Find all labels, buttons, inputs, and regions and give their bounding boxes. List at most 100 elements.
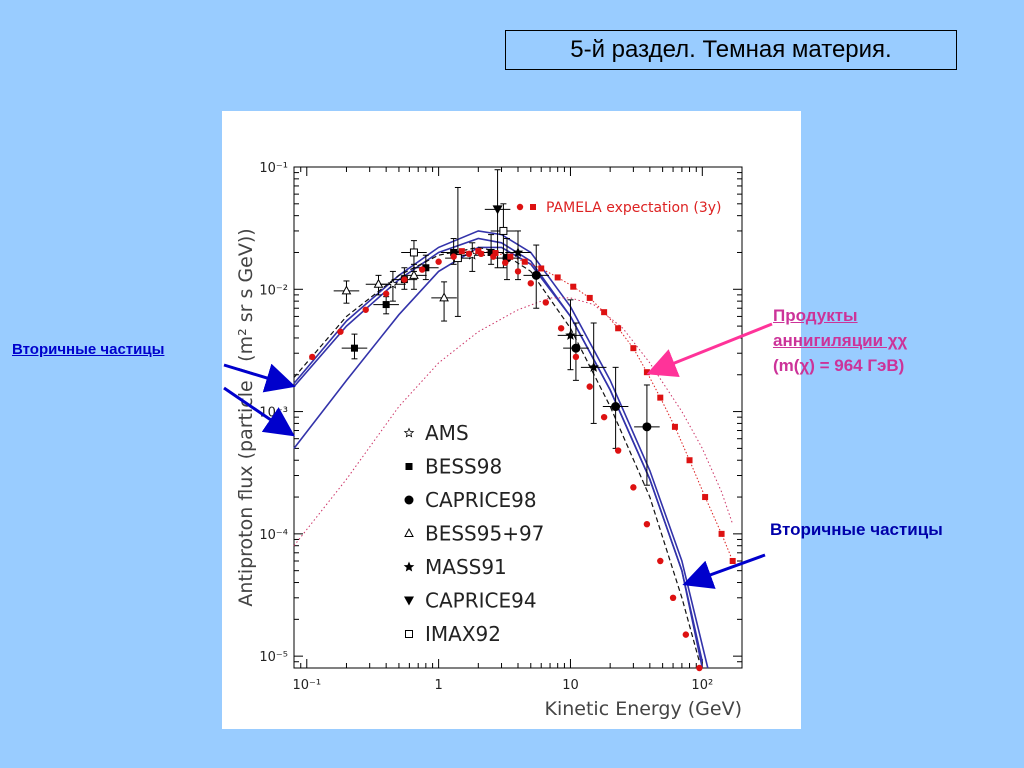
point-pamela-expectation-3y-secondary <box>557 325 565 332</box>
point-imax92 <box>409 248 418 257</box>
point-caprice98 <box>642 422 652 432</box>
secondary-particles-label-left: Вторичные частицы <box>12 341 165 358</box>
annihilation-label-line2: аннигиляции χχ <box>773 331 908 350</box>
point-pamela-expectation-3y-secondary <box>382 290 390 297</box>
point-pamela-expectation-3y-secondary <box>465 250 473 258</box>
point-caprice98 <box>611 402 621 412</box>
point-mass91 <box>588 361 599 372</box>
x-tick-label: 10² <box>691 678 713 693</box>
point-pamela-expectation-3y-with-annihilation <box>507 253 514 260</box>
point-caprice98 <box>531 270 541 280</box>
pamela-legend-label: PAMELA expectation (3y) <box>546 200 722 216</box>
point-pamela-expectation-3y-with-annihilation <box>586 294 593 301</box>
legend-label: CAPRICE94 <box>425 589 537 613</box>
curve-secondary-dashed <box>293 246 700 662</box>
y-tick-label: 10⁻⁵ <box>259 650 288 665</box>
y-tick-label: 10⁻² <box>259 283 288 298</box>
x-tick-label: 10⁻¹ <box>292 678 321 693</box>
point-caprice98 <box>571 343 581 353</box>
legend-marker-mass91 <box>403 561 415 572</box>
legend-marker-caprice98 <box>404 495 414 505</box>
point-pamela-expectation-3y-with-annihilation <box>521 258 528 265</box>
point-bess95-97 <box>409 269 419 279</box>
pamela-legend-square <box>530 204 536 210</box>
point-pamela-expectation-3y-secondary <box>514 268 522 275</box>
legend-marker-caprice94 <box>404 596 414 606</box>
legend-marker-ams <box>403 427 415 438</box>
point-pamela-expectation-3y-secondary <box>502 259 509 266</box>
legend-label: BESS98 <box>425 455 502 479</box>
point-pamela-expectation-3y-secondary <box>309 353 316 361</box>
annihilation-products-label: Продукты аннигиляции χχ (m(χ) = 964 ГэВ) <box>773 303 907 378</box>
legend-label: AMS <box>425 421 469 445</box>
annihilation-label-line1: Продукты <box>773 306 858 325</box>
point-mass91 <box>512 246 524 257</box>
y-axis-label: Antiproton flux (particle / (m² sr s GeV… <box>235 228 257 606</box>
point-pamela-expectation-3y-secondary <box>669 594 677 602</box>
antiproton-flux-chart: PAMELA expectation (3y) AMS BESS98 CAPRICE9… <box>235 161 743 720</box>
legend-label: CAPRICE98 <box>425 488 537 512</box>
slide-title: 5-й раздел. Темная материя. <box>505 30 957 70</box>
y-tick-label: 10⁻¹ <box>259 161 288 176</box>
legend-label: BESS95+97 <box>425 522 544 546</box>
point-pamela-expectation-3y-secondary <box>527 280 534 287</box>
point-pamela-expectation-3y-with-annihilation <box>554 274 561 281</box>
legend-marker-bess95-97 <box>404 527 414 537</box>
point-pamela-expectation-3y-with-annihilation <box>643 369 650 376</box>
point-pamela-expectation-3y-secondary <box>696 664 703 672</box>
y-tick-label: 10⁻⁴ <box>259 528 288 543</box>
point-pamela-expectation-3y-secondary <box>614 447 622 454</box>
point-pamela-expectation-3y-secondary <box>630 484 637 491</box>
secondary-particles-label-right: Вторичные частицы <box>770 520 943 539</box>
point-pamela-expectation-3y-with-annihilation <box>601 309 608 316</box>
legend-marker-bess98 <box>405 463 413 470</box>
point-pamela-expectation-3y-with-annihilation <box>492 250 499 257</box>
point-pamela-expectation-3y-secondary <box>418 266 426 273</box>
point-pamela-expectation-3y-secondary <box>435 258 442 265</box>
point-pamela-expectation-3y-secondary <box>362 306 369 313</box>
point-bess98 <box>422 264 430 272</box>
point-pamela-expectation-3y-secondary <box>586 383 593 390</box>
point-pamela-expectation-3y-with-annihilation <box>475 248 482 255</box>
annihilation-label-line3: (m(χ) = 964 ГэВ) <box>773 356 905 375</box>
point-pamela-expectation-3y-with-annihilation <box>729 557 736 564</box>
point-bess98 <box>450 248 458 256</box>
legend-label: IMAX92 <box>425 622 501 646</box>
point-mass91 <box>565 329 576 340</box>
point-pamela-expectation-3y-secondary <box>337 328 344 335</box>
point-bess98 <box>382 301 390 309</box>
point-bess95-97 <box>439 292 449 302</box>
point-pamela-expectation-3y-with-annihilation <box>630 345 637 352</box>
point-pamela-expectation-3y-with-annihilation <box>538 265 545 272</box>
y-tick-label: 10⁻³ <box>259 406 288 421</box>
pamela-annihilation-link <box>461 250 734 562</box>
point-pamela-expectation-3y-with-annihilation <box>657 394 664 401</box>
point-pamela-expectation-3y-secondary <box>657 557 664 565</box>
point-pamela-expectation-3y-with-annihilation <box>570 283 577 290</box>
point-bess95-97 <box>373 278 384 288</box>
point-imax92 <box>499 226 508 235</box>
point-ams <box>387 278 399 289</box>
point-pamela-expectation-3y-with-annihilation <box>615 325 622 332</box>
point-pamela-expectation-3y-secondary <box>643 520 651 528</box>
point-pamela-expectation-3y-secondary <box>572 353 580 361</box>
point-pamela-expectation-3y-with-annihilation <box>671 423 678 430</box>
x-tick-label: 10 <box>562 678 579 693</box>
pamela-legend-circle <box>516 203 524 211</box>
point-bess98 <box>350 344 358 352</box>
legend-label: MASS91 <box>425 555 507 579</box>
point-pamela-expectation-3y-secondary <box>600 413 608 421</box>
x-axis-label: Kinetic Energy (GeV) <box>545 698 742 720</box>
point-pamela-expectation-3y-secondary <box>542 299 549 306</box>
legend-marker-imax92 <box>405 630 413 638</box>
point-pamela-expectation-3y-secondary <box>682 631 690 638</box>
point-pamela-expectation-3y-with-annihilation <box>686 457 693 464</box>
point-pamela-expectation-3y-secondary <box>401 276 408 283</box>
chart-panel: PAMELA expectation (3y) AMS BESS98 CAPRICE9… <box>222 111 801 729</box>
point-pamela-expectation-3y-with-annihilation <box>718 530 725 537</box>
point-bess95-97 <box>341 285 352 295</box>
point-pamela-expectation-3y-with-annihilation <box>702 494 709 501</box>
point-pamela-expectation-3y-secondary <box>450 253 457 260</box>
point-caprice94 <box>492 205 503 215</box>
x-tick-label: 1 <box>434 678 442 693</box>
